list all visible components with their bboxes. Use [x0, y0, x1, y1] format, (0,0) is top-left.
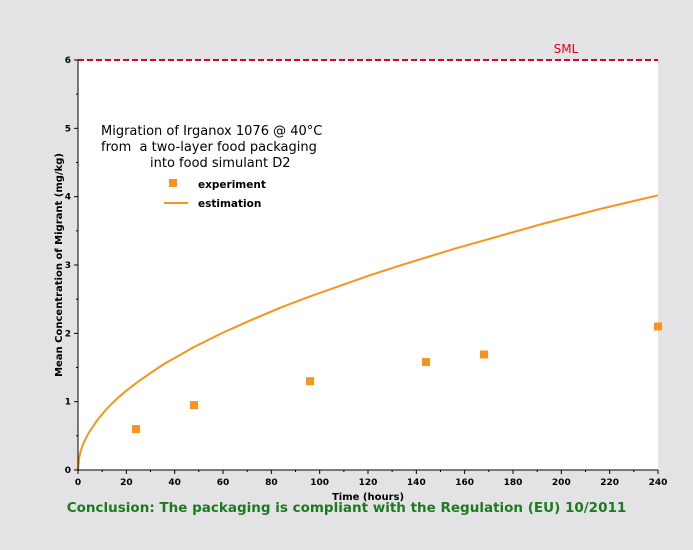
plot-area — [78, 60, 658, 470]
x-tick-label: 80 — [265, 478, 278, 488]
y-tick-label: 5 — [65, 124, 71, 134]
data-point-experiment — [190, 401, 198, 410]
x-tick-label: 120 — [359, 478, 378, 488]
y-tick-label: 2 — [65, 329, 71, 339]
x-tick-label: 180 — [504, 478, 523, 488]
x-tick-label: 160 — [455, 478, 474, 488]
x-tick-label: 140 — [407, 478, 426, 488]
data-point-experiment — [480, 350, 488, 359]
chart-title-line-2: from a two-layer food packaging — [101, 140, 317, 155]
x-tick-label: 40 — [168, 478, 181, 488]
data-point-experiment — [306, 377, 314, 386]
x-tick-label: 60 — [217, 478, 230, 488]
conclusion-text: Conclusion: The packaging is compliant w… — [66, 500, 627, 516]
x-tick-label: 200 — [552, 478, 571, 488]
legend-marker-experiment — [169, 179, 177, 187]
series-line-estimation — [77, 194, 659, 471]
y-tick-label: 3 — [65, 261, 71, 271]
y-tick-label: 0 — [65, 466, 71, 476]
chart-title-line-3: into food simulant D2 — [150, 156, 291, 171]
y-tick-label: 1 — [65, 398, 71, 408]
chart-title-line-1: Migration of Irganox 1076 @ 40°C — [101, 124, 322, 139]
x-tick-label: 220 — [600, 478, 619, 488]
data-point-experiment — [422, 358, 430, 367]
x-tick-label: 20 — [120, 478, 133, 488]
y-axis-label: Mean Concentration of Migrant (mg/kg) — [54, 153, 65, 377]
legend-label-experiment: experiment — [198, 179, 266, 191]
sml-label: SML — [554, 42, 579, 56]
x-axis-label: Time (hours) — [332, 492, 404, 503]
data-point-experiment — [132, 425, 140, 433]
x-tick-label: 240 — [649, 478, 668, 488]
legend-label-estimation: estimation — [198, 198, 261, 210]
x-tick-label: 0 — [75, 478, 81, 488]
x-tick-label: 100 — [310, 478, 329, 488]
y-tick-label: 4 — [65, 193, 71, 203]
y-tick-label: 6 — [65, 56, 71, 66]
data-point-experiment — [654, 322, 662, 331]
